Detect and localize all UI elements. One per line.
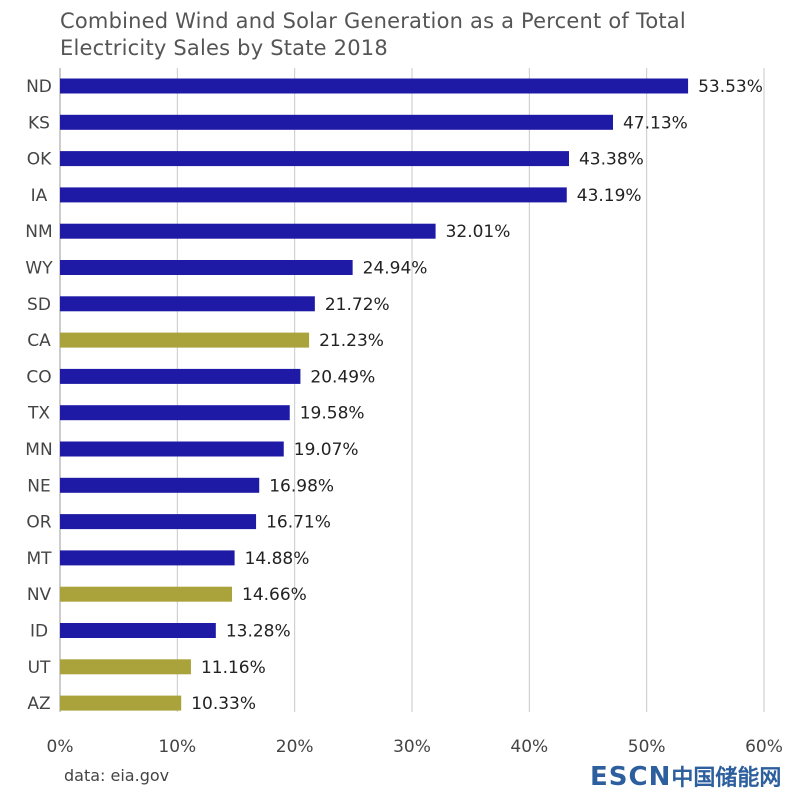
bar	[60, 368, 301, 384]
category-label: OR	[26, 513, 51, 533]
category-label: WY	[25, 259, 53, 279]
chart-title: Combined Wind and Solar Generation as a …	[60, 8, 760, 62]
value-label: 21.72%	[325, 295, 390, 315]
bar	[60, 550, 235, 566]
category-label: ND	[26, 77, 52, 97]
value-label: 20.49%	[310, 367, 375, 387]
chart-title-line-1: Combined Wind and Solar Generation as a …	[60, 9, 686, 33]
escn-watermark-logo: ESCN中国储能网	[590, 760, 781, 792]
bar	[60, 332, 310, 348]
data-source-note: data: eia.gov	[64, 766, 170, 785]
category-label: KS	[28, 113, 50, 133]
bar	[60, 260, 353, 275]
bar	[60, 586, 233, 602]
value-label: 43.38%	[579, 150, 644, 170]
category-label: IA	[31, 186, 48, 206]
watermark-latin: ESCN	[590, 762, 672, 792]
bar	[60, 296, 315, 312]
x-tick-label: 50%	[628, 737, 666, 757]
category-label: CA	[27, 331, 51, 351]
bar	[60, 187, 567, 203]
bar	[60, 695, 182, 711]
chart-title-line-2: Electricity Sales by State 2018	[60, 36, 388, 60]
bar	[60, 623, 216, 638]
value-label: 43.19%	[577, 186, 642, 206]
value-label: 13.28%	[226, 622, 291, 642]
value-label: 21.23%	[319, 331, 384, 351]
category-label: AZ	[27, 694, 50, 714]
category-label: ID	[30, 622, 48, 642]
x-tick-label: 40%	[510, 737, 548, 757]
value-label: 24.94%	[363, 259, 428, 279]
value-label: 14.88%	[245, 549, 310, 569]
value-label: 47.13%	[623, 113, 688, 133]
category-label: SD	[27, 295, 51, 315]
category-label: CO	[26, 367, 51, 387]
value-label: 11.16%	[201, 658, 266, 678]
bar	[60, 659, 191, 675]
category-label: TX	[27, 404, 50, 424]
x-tick-label: 20%	[276, 737, 314, 757]
watermark-cn: 中国储能网	[671, 766, 782, 791]
bar	[60, 405, 290, 421]
value-label: 14.66%	[242, 585, 307, 605]
bar	[60, 514, 257, 530]
category-label: OK	[27, 150, 52, 170]
x-tick-label: 0%	[47, 737, 74, 757]
value-label: 32.01%	[446, 222, 511, 242]
value-label: 19.58%	[300, 404, 365, 424]
bar	[60, 477, 260, 493]
bar	[60, 223, 436, 239]
value-label: 16.98%	[269, 476, 334, 496]
value-label: 16.71%	[266, 513, 331, 533]
value-label: 19.07%	[294, 440, 359, 460]
x-tick-label: 60%	[745, 737, 783, 757]
bar	[60, 114, 613, 130]
category-label: MN	[25, 440, 52, 460]
value-label: 53.53%	[698, 77, 763, 97]
category-label: NM	[25, 222, 52, 242]
category-label: NV	[27, 585, 52, 605]
x-tick-label: 10%	[158, 737, 196, 757]
value-label: 10.33%	[191, 694, 256, 714]
bar	[60, 78, 689, 94]
bar	[60, 151, 569, 167]
bar	[60, 441, 284, 457]
x-tick-label: 30%	[393, 737, 431, 757]
category-label: NE	[27, 476, 50, 496]
category-label: MT	[26, 549, 52, 569]
category-label: UT	[28, 658, 51, 678]
